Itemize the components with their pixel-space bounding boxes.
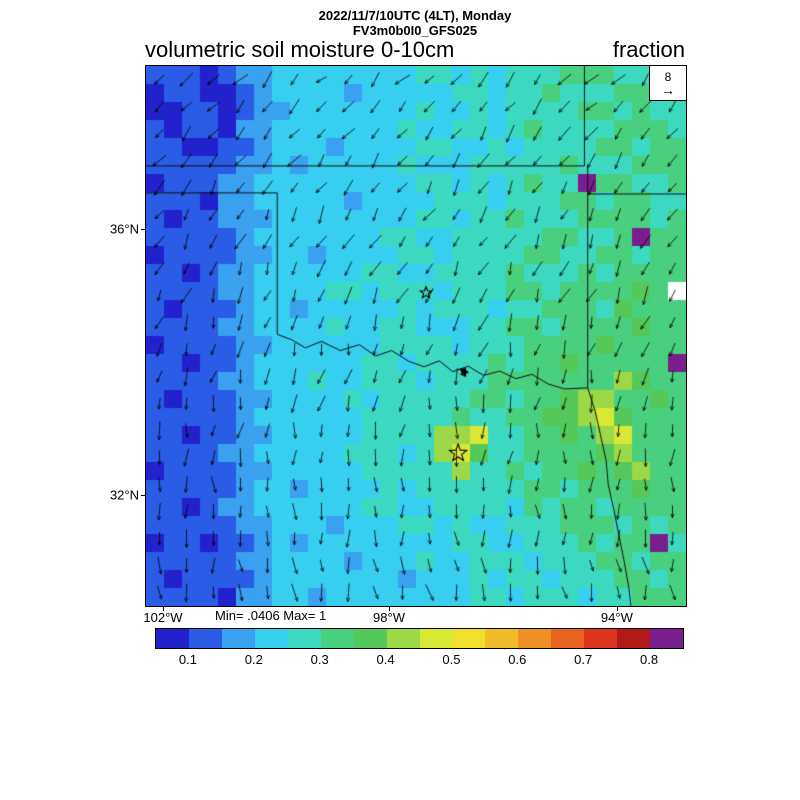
colorbar-segment [386, 629, 420, 648]
colorbar-segment [221, 629, 255, 648]
colorbar-segment [584, 629, 618, 648]
field-title: volumetric soil moisture 0-10cm [145, 37, 455, 62]
field-title-row: volumetric soil moisture 0-10cm fraction [145, 38, 685, 62]
lon-axis-tick [389, 606, 390, 611]
colorbar-segment [320, 629, 354, 648]
lon-axis-label: 94°W [600, 610, 633, 625]
lon-axis-tick [616, 606, 618, 611]
colorbar-segment [452, 629, 486, 648]
lon-axis-tick [163, 606, 164, 611]
reference-vector-arrow-icon: → [661, 81, 675, 98]
reference-vector-value: 8 [664, 69, 672, 84]
colorbar-segment [188, 629, 222, 648]
minmax-label: Min= .0406 Max= 1 [215, 608, 327, 623]
colorbar-segment [353, 629, 387, 648]
colorbar-tick-label: 0.7 [574, 652, 593, 667]
lon-axis-label: 98°W [373, 610, 405, 625]
colorbar-segment [485, 629, 519, 648]
soil-moisture-map-canvas [146, 66, 686, 606]
colorbar-segment [419, 629, 453, 648]
reference-vector-box: 8 → [649, 66, 686, 101]
colorbar-segment [156, 629, 189, 648]
map-area: 8 → 36°N 32°N 102°W 98°W 94°W [110, 65, 687, 625]
colorbar-tick-label: 0.6 [508, 652, 527, 667]
colorbar-segment [287, 629, 321, 648]
colorbar-segment [518, 629, 552, 648]
colorbar-tick-label: 0.5 [442, 652, 461, 667]
lon-axis-label: 102°W [143, 610, 183, 625]
colorbar-tick-label: 0.4 [376, 652, 395, 667]
colorbar-tick-label: 0.8 [640, 652, 659, 667]
colorbar-tick-label: 0.2 [244, 652, 263, 667]
lat-axis-label: 32°N [109, 487, 139, 503]
lat-axis-label: 36°N [109, 221, 139, 237]
model-title: FV3m0b0I0_GFS025 [352, 23, 478, 38]
lat-axis-tick [141, 494, 146, 496]
lat-axis-tick [141, 229, 146, 231]
datetime-title: 2022/11/7/10UTC (4LT), Monday [318, 8, 512, 23]
colorbar-segment [650, 629, 683, 648]
colorbar-segment [617, 629, 651, 648]
colorbar-segment [254, 629, 288, 648]
colorbar-segment [551, 629, 585, 648]
colorbar [155, 628, 684, 649]
colorbar-tick-labels: 0.1 0.2 0.3 0.4 0.5 0.6 0.7 0.8 [155, 652, 682, 668]
colorbar-tick-label: 0.3 [310, 652, 329, 667]
units-label: fraction [612, 37, 685, 62]
colorbar-tick-label: 0.1 [178, 652, 197, 667]
